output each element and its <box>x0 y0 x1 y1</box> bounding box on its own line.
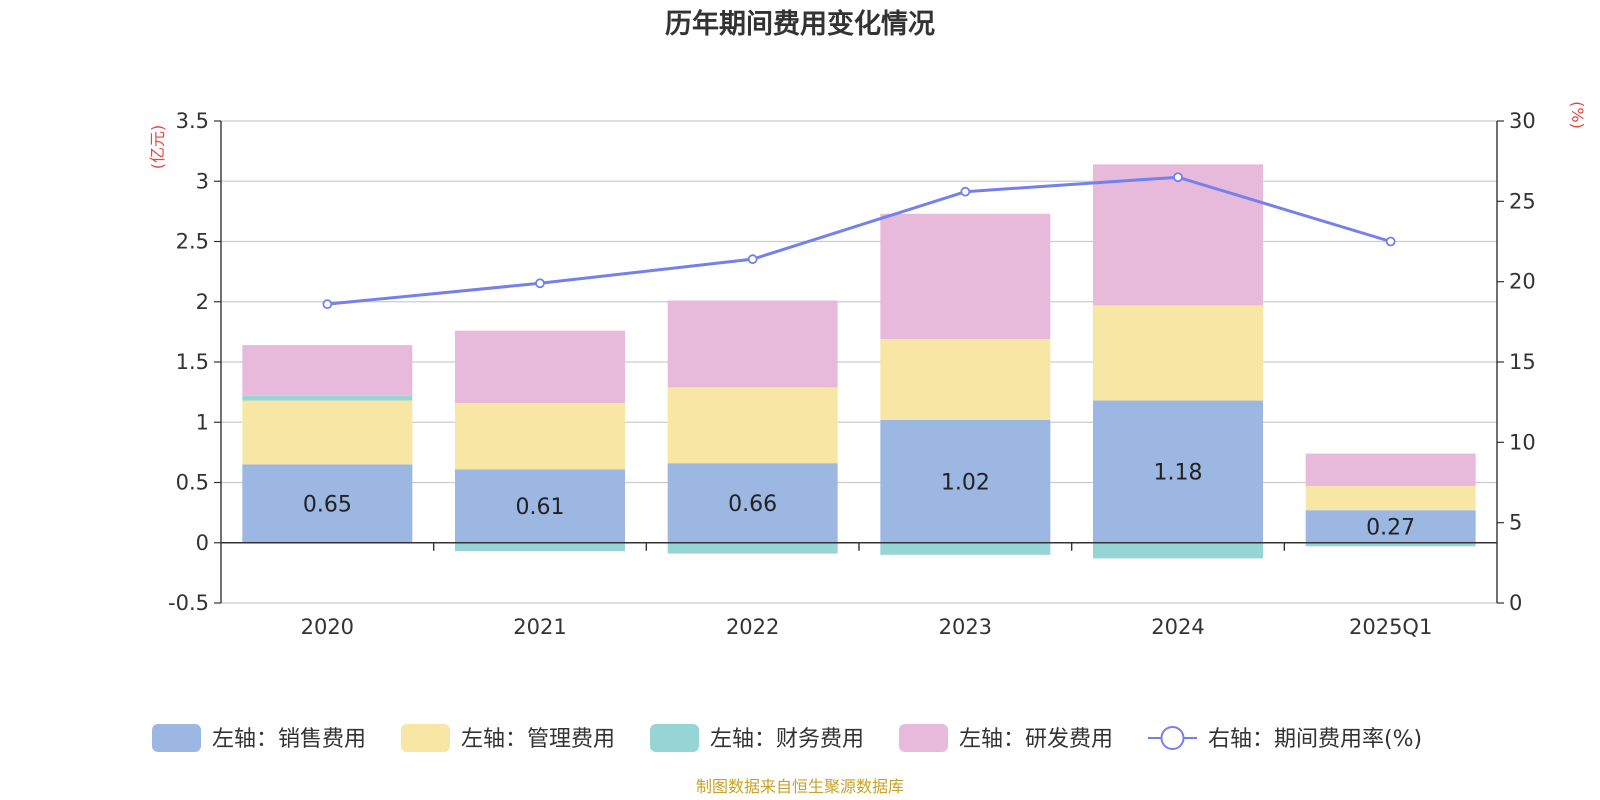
left-tick-label: 2 <box>196 290 209 314</box>
sales-data-label: 1.18 <box>1154 461 1203 486</box>
left-tick-label: 2.5 <box>176 230 209 254</box>
x-tick-label: 2025Q1 <box>1349 615 1432 639</box>
bar-segment <box>880 339 1051 420</box>
right-tick-label: 15 <box>1509 350 1536 374</box>
right-tick-label: 25 <box>1509 189 1536 213</box>
rate-point <box>1173 172 1183 183</box>
sales-data-label: 0.27 <box>1366 515 1415 540</box>
legend-swatch <box>899 724 948 752</box>
bar-segment <box>667 463 838 543</box>
left-tick-label: 1 <box>196 410 209 434</box>
right-tick-label: 0 <box>1509 591 1522 615</box>
bar-segment <box>1305 542 1476 547</box>
right-axis-ticks: 0 5 10 15 20 25 30 <box>1497 109 1536 615</box>
legend: 左轴：销售费用 左轴：管理费用 左轴：财务费用 左轴：研发费用 右轴：期间费用率(%) <box>152 724 1422 752</box>
grid-lines <box>221 120 1497 604</box>
bar-segment <box>667 387 838 464</box>
bar-segment <box>242 464 413 543</box>
x-axis-ticks: 2020 2021 2022 2023 2024 2025Q1 <box>301 615 1433 639</box>
rate-point <box>535 278 545 289</box>
bar-segment <box>1305 486 1476 511</box>
bar-segment <box>242 400 413 465</box>
legend-label: 左轴：研发费用 <box>959 727 1113 752</box>
bar-segment <box>1093 305 1263 401</box>
rate-point <box>960 186 971 197</box>
bar-segment <box>1093 400 1263 543</box>
left-tick-label: 0.5 <box>176 471 209 495</box>
legend-label: 左轴：销售费用 <box>212 727 366 752</box>
bar-segment <box>880 419 1051 543</box>
legend-swatch <box>152 724 201 752</box>
bar-segment <box>1305 453 1476 487</box>
x-tick-label: 2023 <box>939 615 992 639</box>
x-tick-label: 2024 <box>1151 615 1204 639</box>
legend-label: 右轴：期间费用率(%) <box>1208 727 1422 752</box>
right-tick-label: 10 <box>1509 430 1536 454</box>
source-note: 制图数据来自恒生聚源数据库 <box>696 777 904 796</box>
legend-marker <box>1160 726 1185 750</box>
bar-segment <box>880 213 1051 340</box>
bar-segment <box>1093 164 1263 306</box>
sales-data-label: 0.66 <box>728 492 777 517</box>
left-tick-label: -0.5 <box>168 591 209 615</box>
sales-data-label: 0.61 <box>516 495 565 520</box>
bar-segment <box>667 542 838 554</box>
x-tick-label: 2022 <box>726 615 779 639</box>
sales-data-label: 0.65 <box>303 493 352 518</box>
legend-swatch <box>401 724 450 752</box>
rate-line <box>327 175 1392 306</box>
bar-segment <box>1093 542 1263 559</box>
left-tick-label: 0 <box>196 531 209 555</box>
x-tick-label: 2020 <box>301 615 354 639</box>
right-tick-label: 30 <box>1509 109 1536 133</box>
left-axis-unit: (亿元) <box>148 125 167 170</box>
data-labels: 0.65 0.61 0.66 1.02 1.18 0.27 <box>303 461 1415 541</box>
rate-point <box>747 254 758 265</box>
line-series <box>322 172 1396 310</box>
bar-segment <box>455 330 625 403</box>
rate-point <box>322 299 333 310</box>
left-tick-label: 3 <box>196 169 209 193</box>
left-axis-ticks: -0.5 0 0.5 1 1.5 2 2.5 3 3.5 <box>168 109 221 615</box>
right-tick-label: 20 <box>1509 270 1536 294</box>
bar-segment <box>455 542 625 552</box>
bar-segment <box>1305 510 1476 543</box>
sales-data-label: 1.02 <box>941 470 990 495</box>
legend-label: 左轴：财务费用 <box>710 727 864 752</box>
right-tick-label: 5 <box>1509 511 1522 535</box>
legend-swatch <box>650 724 699 752</box>
left-tick-label: 1.5 <box>176 350 209 374</box>
x-tick-label: 2021 <box>513 615 566 639</box>
right-axis-unit: (%) <box>1568 101 1587 129</box>
bar-segment <box>242 395 413 401</box>
legend-label: 左轴：管理费用 <box>461 727 615 752</box>
chart-title: 历年期间费用变化情况 <box>665 8 935 40</box>
bar-segment <box>880 542 1051 555</box>
bar-segment <box>667 300 838 388</box>
bar-series <box>242 164 1476 559</box>
bar-segment <box>242 345 413 396</box>
left-tick-label: 3.5 <box>176 109 209 133</box>
bar-segment <box>455 469 625 543</box>
rate-point <box>1385 236 1396 247</box>
bar-segment <box>455 402 625 470</box>
